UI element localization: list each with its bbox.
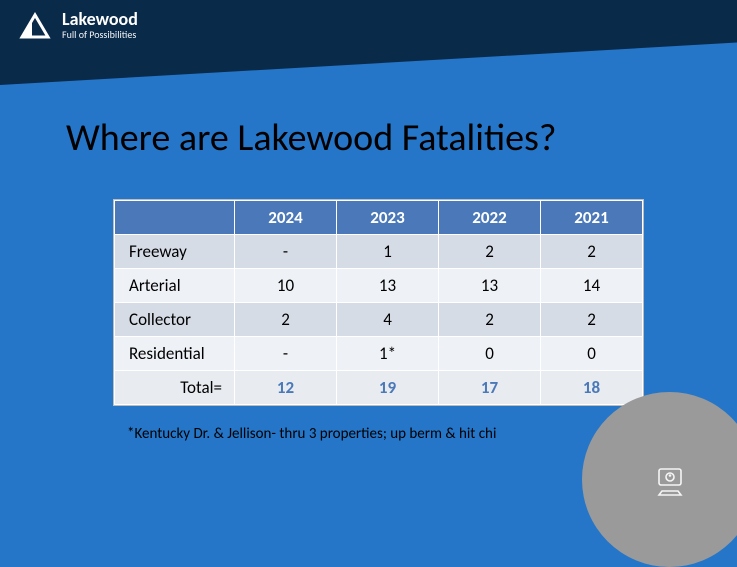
cell: 2: [235, 303, 337, 337]
cell: 2: [541, 303, 643, 337]
row-label: Collector: [115, 303, 235, 337]
table-header-row: 2024 2023 2022 2021: [115, 201, 643, 235]
fatalities-table: 2024 2023 2022 2021 Freeway - 1 2 2 Arte…: [114, 200, 643, 405]
cell: 13: [439, 269, 541, 303]
footnote: *Kentucky Dr. & Jellison- thru 3 propert…: [127, 425, 496, 443]
table-row: Residential - 1* 0 0: [115, 337, 643, 371]
webcam-icon: [648, 458, 692, 502]
brand-block: Lakewood Full of Possibilities: [18, 10, 138, 41]
row-label: Residential: [115, 337, 235, 371]
brand-text: Lakewood Full of Possibilities: [62, 10, 138, 41]
table-header-2021: 2021: [541, 201, 643, 235]
total-cell: 17: [439, 371, 541, 405]
table-row: Arterial 10 13 13 14: [115, 269, 643, 303]
cell: 0: [439, 337, 541, 371]
table-header-2023: 2023: [337, 201, 439, 235]
row-label: Freeway: [115, 235, 235, 269]
cell: 1: [337, 235, 439, 269]
table-row: Collector 2 4 2 2: [115, 303, 643, 337]
table-header-2022: 2022: [439, 201, 541, 235]
row-label: Arterial: [115, 269, 235, 303]
table-row: Freeway - 1 2 2: [115, 235, 643, 269]
cell: 2: [541, 235, 643, 269]
total-cell: 18: [541, 371, 643, 405]
webcam-placeholder: [582, 392, 737, 567]
brand-tagline: Full of Possibilities: [62, 28, 138, 41]
total-label: Total=: [115, 371, 235, 405]
cell: 4: [337, 303, 439, 337]
cell: 10: [235, 269, 337, 303]
table-header-blank: [115, 201, 235, 235]
cell: 2: [439, 235, 541, 269]
total-cell: 12: [235, 371, 337, 405]
cell: -: [235, 235, 337, 269]
cell: 0: [541, 337, 643, 371]
slide-title: Where are Lakewood Fatalities?: [66, 115, 557, 161]
cell: -: [235, 337, 337, 371]
lakewood-logo-icon: [18, 11, 52, 41]
total-cell: 19: [337, 371, 439, 405]
cell: 2: [439, 303, 541, 337]
cell: 13: [337, 269, 439, 303]
table-total-row: Total= 12 19 17 18: [115, 371, 643, 405]
brand-name: Lakewood: [62, 10, 138, 28]
cell: 1*: [337, 337, 439, 371]
table-header-2024: 2024: [235, 201, 337, 235]
cell: 14: [541, 269, 643, 303]
